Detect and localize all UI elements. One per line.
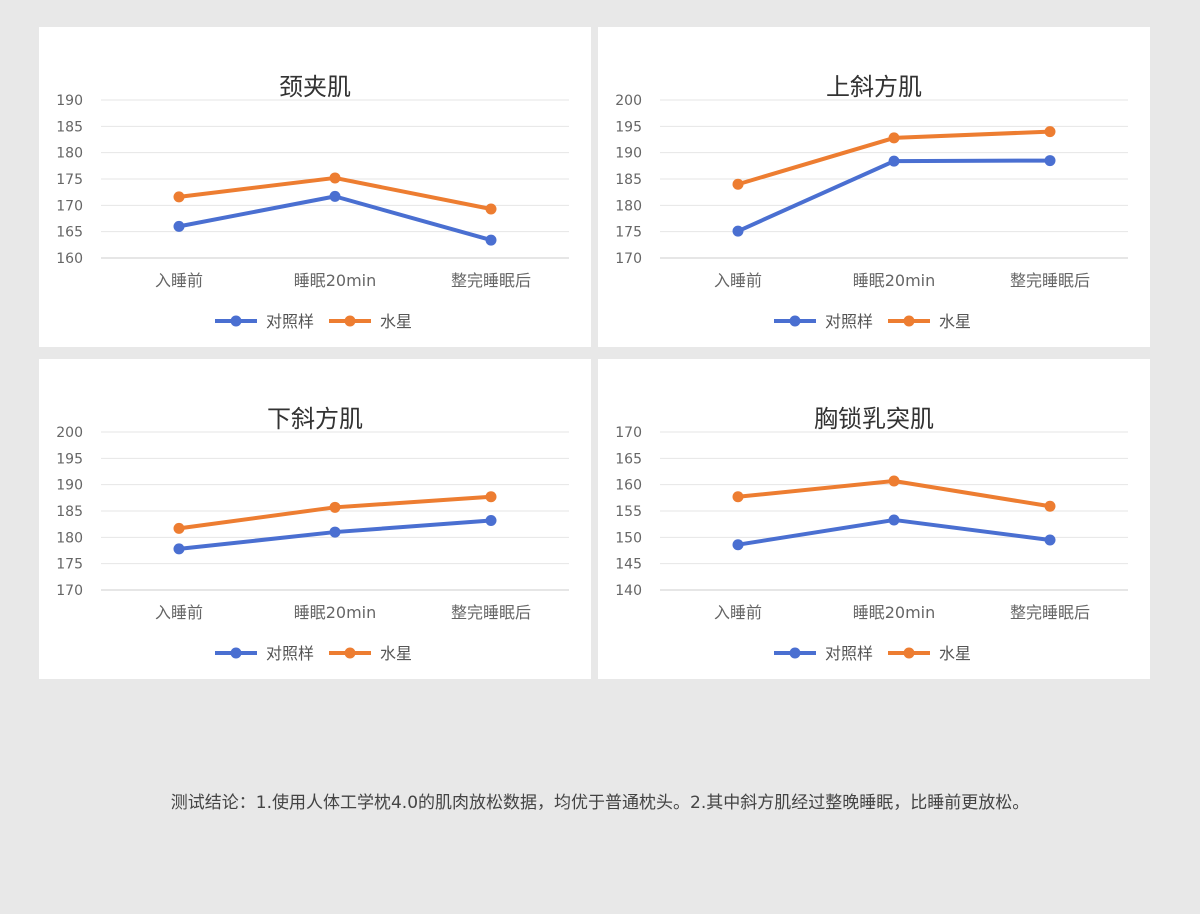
y-tick-label: 185: [615, 172, 642, 188]
y-tick-label: 180: [56, 146, 83, 162]
x-tick-label: 睡眠20min: [853, 271, 936, 290]
x-tick-label: 整完睡眠后: [451, 271, 531, 290]
data-point: [732, 539, 744, 551]
y-tick-label: 195: [615, 119, 642, 135]
data-point: [329, 190, 341, 202]
chart-title: 胸锁乳突肌: [814, 405, 934, 433]
y-tick-label: 175: [56, 172, 83, 188]
data-point: [1044, 534, 1056, 546]
x-tick-label: 整完睡眠后: [1010, 603, 1090, 622]
data-point: [329, 172, 341, 184]
data-point: [173, 191, 185, 203]
chart-panel-3: 170 175 180 185 190 195 200 入睡前 睡眠20min 整完睡眠后对照样 水…: [39, 359, 591, 679]
data-point: [329, 501, 341, 513]
series-line: [177, 194, 493, 243]
data-point: [485, 491, 497, 503]
legend-marker: [789, 315, 801, 327]
y-tick-label: 165: [56, 225, 83, 241]
data-point: [888, 475, 900, 487]
data-point: [1044, 126, 1056, 138]
y-tick-label: 170: [615, 425, 642, 441]
legend-marker: [903, 647, 915, 659]
x-tick-label: 睡眠20min: [294, 603, 377, 622]
y-tick-label: 150: [615, 530, 642, 546]
y-tick-label: 170: [56, 583, 83, 599]
y-tick-label: 200: [615, 93, 642, 109]
x-tick-label: 入睡前: [155, 603, 203, 622]
y-tick-label: 185: [56, 119, 83, 135]
y-tick-label: 175: [615, 225, 642, 241]
y-tick-label: 200: [56, 425, 83, 441]
y-tick-label: 190: [56, 478, 83, 494]
chart-panel-1: 160 165 170 175 180 185 190 入睡前 睡眠20min 整完睡眠后对照样 水…: [39, 27, 591, 347]
y-tick-label: 160: [615, 478, 642, 494]
legend-marker: [789, 647, 801, 659]
legend-marker: [230, 647, 242, 659]
legend-label: 水星: [939, 644, 971, 663]
y-tick-label: 165: [615, 451, 642, 467]
y-tick-label: 180: [615, 198, 642, 214]
y-tick-label: 195: [56, 451, 83, 467]
chart-panel-2: 170 175 180 185 190 195 200 入睡前 睡眠20min 整完睡眠后对照样 水…: [598, 27, 1150, 347]
data-point: [329, 526, 341, 538]
data-point: [888, 155, 900, 167]
chart-title: 上斜方肌: [826, 73, 922, 101]
y-tick-label: 145: [615, 557, 642, 573]
x-tick-label: 入睡前: [714, 271, 762, 290]
data-point: [485, 514, 497, 526]
y-tick-label: 170: [615, 251, 642, 267]
data-point: [1044, 155, 1056, 167]
y-tick-label: 190: [56, 93, 83, 109]
legend-label: 对照样: [825, 644, 873, 663]
chart-title: 颈夹肌: [279, 73, 351, 101]
y-tick-label: 190: [615, 146, 642, 162]
x-tick-label: 入睡前: [155, 271, 203, 290]
legend-marker: [230, 315, 242, 327]
legend-label: 对照样: [266, 644, 314, 663]
y-tick-label: 160: [56, 251, 83, 267]
y-tick-label: 180: [56, 530, 83, 546]
x-tick-label: 整完睡眠后: [1010, 271, 1090, 290]
data-point: [888, 132, 900, 144]
data-point: [732, 491, 744, 503]
y-tick-label: 175: [56, 557, 83, 573]
data-point: [732, 225, 744, 237]
x-tick-label: 入睡前: [714, 603, 762, 622]
legend-marker: [344, 315, 356, 327]
data-point: [485, 234, 497, 246]
data-point: [485, 203, 497, 215]
legend-label: 水星: [939, 312, 971, 331]
data-point: [173, 543, 185, 555]
conclusion-text: 测试结论：1.使用人体工学枕4.0的肌肉放松数据，均优于普通枕头。2.其中斜方肌…: [170, 793, 1030, 813]
data-point: [173, 220, 185, 232]
data-point: [732, 178, 744, 190]
legend-label: 对照样: [266, 312, 314, 331]
y-tick-label: 185: [56, 504, 83, 520]
x-tick-label: 睡眠20min: [294, 271, 377, 290]
data-point: [173, 522, 185, 534]
chart-title: 下斜方肌: [267, 405, 363, 433]
x-tick-label: 睡眠20min: [853, 603, 936, 622]
data-point: [888, 514, 900, 526]
y-tick-label: 155: [615, 504, 642, 520]
chart-panel-4: 140 145 150 155 160 165 170 入睡前 睡眠20min 整完睡眠后对照样 水…: [598, 359, 1150, 679]
data-point: [1044, 500, 1056, 512]
legend-label: 水星: [380, 312, 412, 331]
y-tick-label: 170: [56, 198, 83, 214]
legend-marker: [903, 315, 915, 327]
legend-marker: [344, 647, 356, 659]
y-tick-label: 140: [615, 583, 642, 599]
x-tick-label: 整完睡眠后: [451, 603, 531, 622]
legend-label: 对照样: [825, 312, 873, 331]
legend-label: 水星: [380, 644, 412, 663]
